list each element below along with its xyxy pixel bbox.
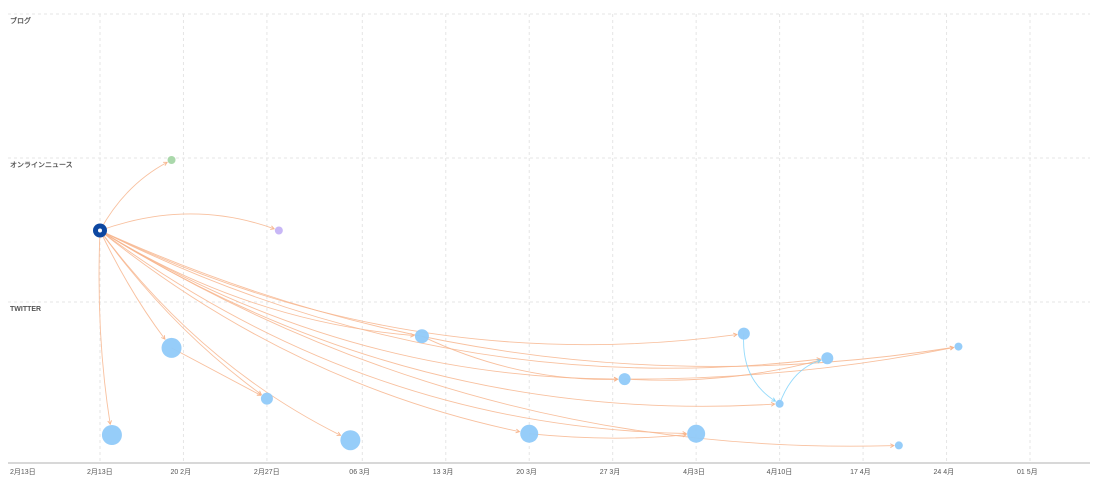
edge-arrow-15 (256, 391, 262, 396)
x-tick-label-1: 20 2月 (170, 468, 191, 476)
band-label-1: オンラインニュース (10, 161, 73, 169)
edge-arrow-20 (771, 397, 777, 402)
node-t13[interactable] (954, 342, 963, 351)
edge-src-t4 (99, 230, 341, 436)
x-start-label: 2月13日 (10, 468, 36, 476)
node-t2[interactable] (161, 337, 182, 358)
edge-arrow-13 (890, 443, 895, 448)
x-tick-label-0: 2月13日 (87, 468, 113, 476)
node-t9[interactable] (737, 327, 750, 340)
node-t8[interactable] (687, 424, 706, 443)
edge-t7-t11 (624, 359, 821, 381)
edge-t5-t7 (421, 335, 618, 380)
edge-t9-t10 (743, 333, 776, 402)
edge-t6-t8 (529, 433, 687, 439)
node-t3[interactable] (260, 392, 273, 405)
edge-t7-t13 (624, 347, 954, 380)
edge-arrow-16 (613, 377, 619, 382)
edges (98, 161, 955, 448)
edge-t2-t3 (171, 347, 261, 396)
edge-arrow-21 (816, 359, 822, 364)
x-tick-label-4: 13 3月 (433, 468, 454, 476)
node-t7[interactable] (618, 373, 631, 386)
node-t11[interactable] (821, 352, 834, 365)
x-tick-labels: 2月13日 20 2月 2月27日 06 3月 13 3月 20 3月 27 3月 4月3日 4… (87, 468, 1038, 476)
node-t4[interactable] (340, 430, 361, 451)
edge-arrow-2 (107, 420, 112, 426)
edge-arrow-17 (949, 345, 955, 351)
x-axis: 2月13日 (8, 462, 1090, 476)
edge-src-t3 (99, 230, 262, 395)
x-tick-label-11: 01 5月 (1017, 468, 1038, 476)
edge-src-t2 (99, 230, 166, 340)
x-tick-label-3: 06 3月 (349, 468, 370, 476)
x-tick-label-5: 20 3月 (516, 468, 537, 476)
x-tick-label-8: 4月10日 (767, 468, 793, 476)
edge-arrow-18 (682, 432, 688, 438)
x-tick-label-10: 24 4月 (934, 468, 955, 476)
grid (8, 13, 1090, 463)
edge-arrow-0 (163, 161, 168, 166)
x-tick-label-7: 4月3日 (683, 468, 705, 476)
edge-src-t12 (99, 230, 894, 447)
edge-arrow-1 (270, 225, 276, 230)
source-node-center (98, 228, 102, 233)
band-label-2: TWITTER (10, 306, 41, 313)
node-n1[interactable] (167, 156, 176, 164)
edge-t10-t11 (779, 359, 821, 404)
node-t6[interactable] (520, 424, 539, 443)
edge-src-t13 (99, 230, 954, 367)
edge-arrow-5 (336, 431, 342, 436)
x-tick-label-6: 27 3月 (600, 468, 621, 476)
edge-arrow-7 (515, 428, 521, 434)
node-n2[interactable] (274, 226, 283, 235)
edge-src-n1 (99, 161, 168, 231)
edge-arrow-10 (733, 332, 738, 338)
node-t5[interactable] (414, 329, 429, 344)
node-t12[interactable] (894, 441, 903, 450)
edge-src-t9 (99, 230, 737, 346)
edge-src-t6 (99, 230, 520, 433)
node-t1[interactable] (101, 425, 122, 445)
edge-src-t1 (98, 230, 111, 425)
x-tick-label-2: 2月27日 (254, 468, 280, 476)
edge-arrow-3 (161, 335, 166, 340)
node-t10[interactable] (775, 399, 784, 408)
x-tick-label-9: 17 4月 (850, 468, 871, 476)
edge-arrow-11 (770, 401, 776, 407)
nodes (93, 156, 963, 451)
edge-src-t5 (99, 230, 414, 336)
edge-src-t7 (99, 230, 618, 380)
edge-src-n2 (99, 213, 275, 231)
edge-src-t8 (99, 230, 687, 434)
band-label-0: ブログ (10, 16, 31, 25)
